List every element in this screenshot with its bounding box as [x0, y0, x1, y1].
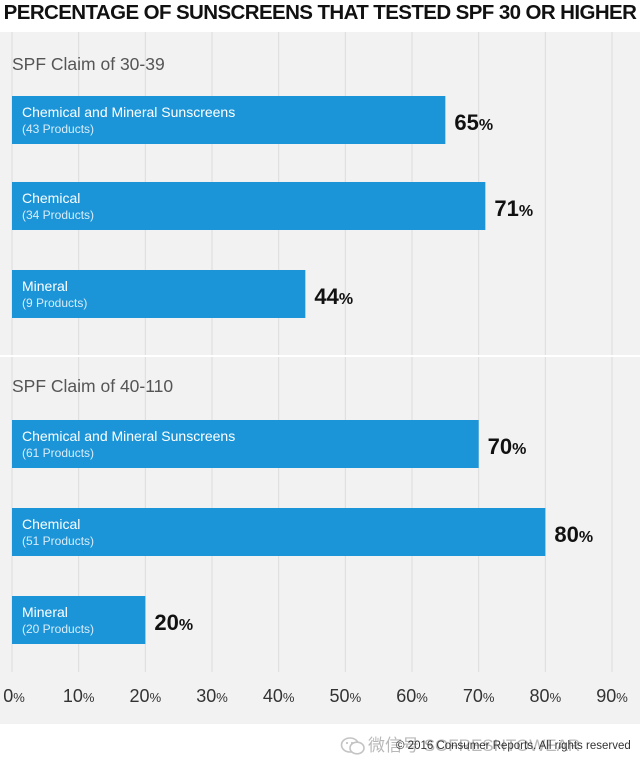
bar-label: Chemical [22, 516, 80, 532]
x-tick-label: 90% [596, 686, 628, 706]
bar [12, 182, 486, 230]
data-label: 20% [154, 610, 193, 635]
data-label: 65% [454, 110, 493, 135]
group-title: SPF Claim of 30-39 [12, 54, 165, 74]
x-tick-label: 40% [263, 686, 295, 706]
bar-label: Mineral [22, 278, 68, 294]
bar-label: Mineral [22, 604, 68, 620]
bar-sublabel: (9 Products) [22, 296, 87, 310]
bar [12, 96, 446, 144]
x-tick-label: 80% [530, 686, 562, 706]
x-tick-label: 50% [330, 686, 362, 706]
group-title: SPF Claim of 40-110 [12, 376, 173, 396]
bar [12, 508, 546, 556]
x-tick-label: 30% [196, 686, 228, 706]
data-label: 80% [554, 522, 593, 547]
chart-title: PERCENTAGE OF SUNSCREENS THAT TESTED SPF… [3, 1, 637, 24]
bar [12, 270, 306, 318]
bar [12, 596, 146, 644]
bar-sublabel: (61 Products) [22, 446, 94, 460]
bar-label: Chemical [22, 190, 80, 206]
x-tick-label: 60% [396, 686, 428, 706]
watermark: 微信号 SOFRESHTOWEAR [368, 736, 581, 755]
bar-sublabel: (34 Products) [22, 208, 94, 222]
bar-sublabel: (51 Products) [22, 534, 94, 548]
bar [12, 420, 479, 468]
data-label: 70% [488, 434, 527, 459]
bar-label: Chemical and Mineral Sunscreens [22, 104, 235, 120]
x-tick-label: 0% [3, 686, 25, 706]
wechat-icon [340, 737, 365, 755]
bar-sublabel: (43 Products) [22, 122, 94, 136]
copyright: © 2016 Consumer Reports. All rights rese… [396, 740, 631, 752]
x-tick-label: 70% [463, 686, 495, 706]
data-label: 44% [314, 284, 353, 309]
bar-sublabel: (20 Products) [22, 622, 94, 636]
data-label: 71% [494, 196, 533, 221]
x-tick-label: 10% [63, 686, 95, 706]
x-tick-label: 20% [130, 686, 162, 706]
bar-label: Chemical and Mineral Sunscreens [22, 428, 235, 444]
